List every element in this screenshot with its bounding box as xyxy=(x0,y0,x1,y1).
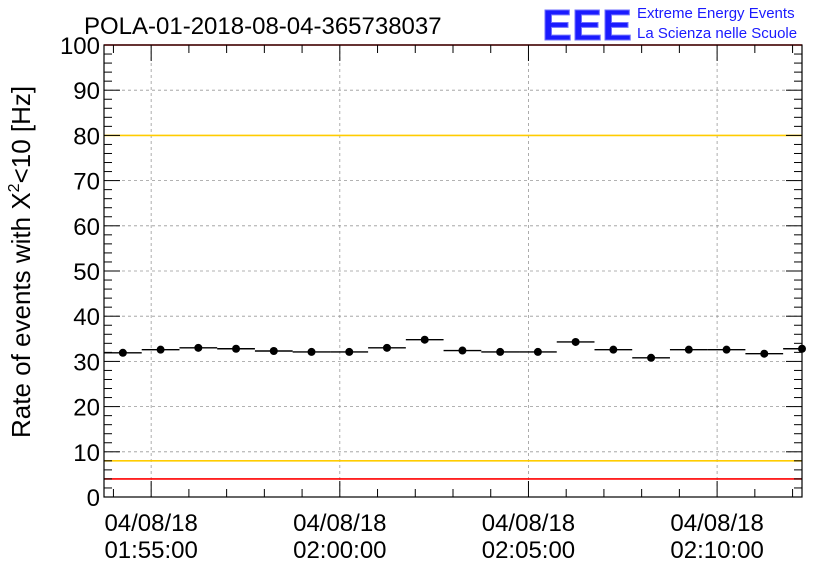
data-point xyxy=(118,348,127,357)
x-tick-date-label: 04/08/18 xyxy=(670,510,763,537)
y-tick-label: 20 xyxy=(73,395,100,422)
data-point xyxy=(420,335,429,344)
eee-logo-line2: La Scienza nelle Scuole xyxy=(637,25,797,42)
axis-ticks xyxy=(104,44,802,498)
y-axis-label: Rate of events with X2<10 [Hz] xyxy=(6,86,36,438)
y-tick-label: 70 xyxy=(73,169,100,196)
data-point xyxy=(798,344,806,353)
y-tick-label: 90 xyxy=(73,78,100,105)
data-point xyxy=(307,347,316,356)
data-points xyxy=(104,335,806,362)
y-axis-label-sup: 2 xyxy=(6,183,23,192)
data-point xyxy=(382,343,391,352)
x-tick-time-label: 02:05:00 xyxy=(482,537,575,564)
x-tick-time-label: 02:10:00 xyxy=(670,537,763,564)
data-point xyxy=(458,346,467,355)
data-point xyxy=(722,345,731,354)
eee-logo-mark: EEE xyxy=(542,1,632,50)
x-tick-labels: 04/08/1801:55:0004/08/1802:00:0004/08/18… xyxy=(104,510,763,564)
y-tick-label: 30 xyxy=(73,349,100,376)
data-point xyxy=(156,345,165,354)
y-axis-label-suffix: <10 [Hz] xyxy=(6,86,36,184)
data-point xyxy=(684,345,693,354)
y-tick-label: 50 xyxy=(73,259,100,286)
chart-title: POLA-01-2018-08-04-365738037 xyxy=(84,13,442,40)
y-tick-label: 60 xyxy=(73,214,100,241)
y-axis-label-prefix: Rate of events with xyxy=(6,210,36,438)
y-axis-label-chi: X xyxy=(6,192,36,209)
x-tick-date-label: 04/08/18 xyxy=(293,510,386,537)
y-tick-labels: 0 10 20 30 40 50 60 70 80 90 100 xyxy=(60,33,100,512)
data-point xyxy=(194,343,203,352)
eee-logo-line1: Extreme Energy Events xyxy=(637,5,795,22)
y-tick-label: 40 xyxy=(73,304,100,331)
data-point xyxy=(647,353,656,362)
y-tick-label: 10 xyxy=(73,440,100,467)
x-tick-date-label: 04/08/18 xyxy=(104,510,197,537)
data-point xyxy=(345,347,354,356)
x-tick-time-label: 01:55:00 xyxy=(104,537,197,564)
y-tick-label: 0 xyxy=(87,485,100,512)
x-tick-date-label: 04/08/18 xyxy=(482,510,575,537)
y-tick-label: 80 xyxy=(73,123,100,150)
data-point xyxy=(571,337,580,346)
data-point xyxy=(496,347,505,356)
limit-lines xyxy=(104,44,802,480)
data-point xyxy=(609,345,618,354)
x-tick-time-label: 02:00:00 xyxy=(293,537,386,564)
data-point xyxy=(760,349,769,358)
data-point xyxy=(269,347,278,356)
eee-logo: EEE Extreme Energy Events La Scienza nel… xyxy=(542,1,798,51)
data-point xyxy=(232,344,241,353)
y-tick-label: 100 xyxy=(60,33,100,60)
grid-lines xyxy=(104,45,802,497)
data-point xyxy=(533,347,542,356)
